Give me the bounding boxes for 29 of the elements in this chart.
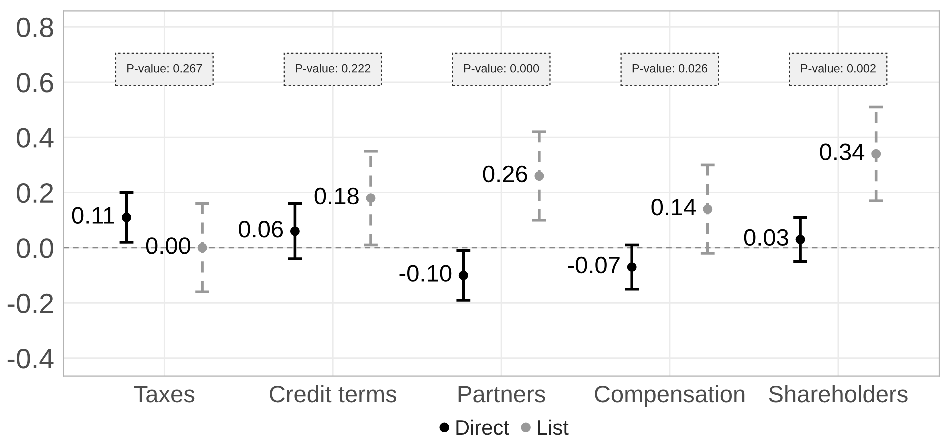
data-label: 0.06 [239,221,284,238]
data-label: 0.14 [652,198,696,216]
x-tick-label: Partners [458,386,546,403]
data-label: 0.03 [744,229,788,246]
data-label: -0.07 [568,256,620,274]
data-label: 0.34 [820,144,865,160]
x-tick-label: Compensation [595,385,745,408]
x-tick-label: Credit terms [270,385,397,403]
data-label: 0.18 [314,188,359,205]
annotation: P-value: 0.002 [801,64,876,73]
y-tick-label: 0.8 [17,18,54,38]
data-label: -0.10 [400,265,452,282]
data-label: 0.26 [483,166,528,183]
y-tick-label: -0.4 [8,349,54,369]
data-label: 0.00 [146,238,191,254]
y-tick-label: 0.0 [17,238,54,258]
annotation: P-value: 0.026 [632,64,708,73]
y-tick-label: 0.2 [17,183,54,204]
legend-label: Direct [456,420,510,436]
y-tick-label: 0.4 [17,128,54,148]
annotation: P-value: 0.000 [464,64,540,73]
x-tick-label: Shareholders [769,385,908,403]
data-label: 0.11 [72,207,114,224]
x-tick-label: Taxes [134,386,195,403]
y-tick-label: -0.2 [8,294,54,314]
legend-label: List [538,420,569,436]
annotation: P-value: 0.222 [296,64,371,73]
annotation: P-value: 0.267 [128,64,202,73]
y-tick-label: 0.6 [17,73,54,93]
